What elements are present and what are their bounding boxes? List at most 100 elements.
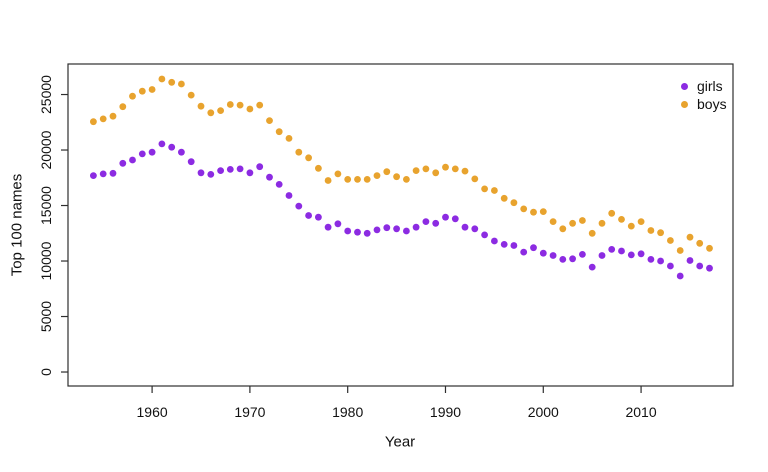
data-point-boys (706, 244, 713, 252)
data-point-girls (197, 169, 205, 177)
data-point-boys (354, 176, 361, 183)
data-point-girls (412, 223, 420, 231)
data-point-boys (334, 170, 342, 178)
data-point-boys (90, 118, 97, 126)
data-point-boys (588, 229, 596, 237)
data-point-girls (667, 262, 674, 270)
data-point-girls (119, 159, 127, 167)
legend-item-girls: girls (681, 79, 727, 93)
data-point-girls (657, 257, 664, 265)
data-point-girls (324, 223, 332, 231)
data-point-girls (109, 169, 117, 177)
x-tick-label: 1970 (234, 404, 265, 420)
data-point-girls (491, 237, 498, 245)
data-point-girls (275, 181, 283, 188)
data-point-girls (676, 272, 684, 280)
data-point-girls (559, 256, 567, 263)
data-point-boys (266, 117, 273, 124)
data-point-boys (373, 172, 381, 180)
y-axis-title: Top 100 names (8, 173, 26, 277)
data-point-girls (696, 262, 704, 270)
data-point-girls (471, 225, 479, 233)
data-point-girls (579, 251, 586, 258)
data-point-girls (383, 224, 391, 232)
y-tick-label: 25000 (38, 75, 54, 114)
data-point-boys (696, 239, 704, 247)
data-point-boys (686, 233, 694, 241)
data-point-girls (236, 165, 244, 173)
data-point-girls (393, 225, 400, 233)
data-point-girls (178, 148, 185, 156)
data-point-girls (217, 167, 225, 175)
data-point-boys (627, 222, 635, 230)
x-tick-label: 1990 (430, 404, 461, 420)
data-point-girls (90, 172, 97, 180)
data-point-girls (637, 250, 645, 258)
data-point-boys (520, 205, 528, 213)
data-point-girls (520, 248, 528, 256)
legend-label-girls: girls (697, 78, 723, 94)
x-tick-label: 1980 (332, 404, 363, 420)
data-point-boys (637, 218, 645, 226)
data-point-girls (608, 246, 616, 253)
data-point-girls (207, 171, 215, 178)
data-point-boys (129, 92, 136, 100)
legend-item-boys: boys (681, 97, 727, 111)
data-point-girls (461, 223, 469, 231)
plot-border (67, 63, 734, 387)
data-point-boys (305, 154, 312, 162)
data-point-girls (500, 241, 508, 248)
y-tick-label: 0 (38, 368, 54, 376)
data-point-boys (530, 208, 537, 216)
data-point-boys (226, 101, 234, 108)
data-point-girls (403, 227, 410, 235)
data-point-boys (432, 169, 440, 177)
data-point-boys (158, 75, 166, 83)
data-point-girls (588, 263, 596, 271)
data-point-girls (539, 249, 547, 257)
data-point-girls (226, 166, 234, 173)
data-point-boys (500, 194, 508, 202)
data-point-girls (530, 244, 537, 252)
data-point-girls (598, 252, 606, 259)
data-point-boys (256, 101, 264, 109)
data-point-girls (256, 163, 264, 171)
data-point-boys (491, 187, 498, 194)
data-point-boys (422, 165, 430, 173)
data-point-boys (363, 176, 371, 183)
data-point-girls (315, 213, 322, 221)
x-tick-label: 2010 (625, 404, 656, 420)
data-point-boys (393, 173, 400, 181)
data-point-boys (549, 218, 557, 226)
data-point-boys (461, 167, 469, 175)
data-point-girls (442, 213, 449, 221)
data-point-boys (178, 80, 185, 88)
y-tick-label: 5000 (38, 301, 54, 332)
data-point-boys (442, 163, 449, 171)
data-point-girls (618, 247, 625, 255)
data-point-boys (168, 78, 176, 86)
data-point-boys (481, 185, 488, 193)
data-point-boys (598, 219, 606, 227)
data-point-boys (676, 247, 684, 254)
data-point-boys (608, 209, 616, 217)
data-point-girls (354, 228, 361, 236)
data-point-boys (315, 164, 322, 172)
data-point-boys (148, 86, 156, 93)
data-point-boys (138, 87, 146, 95)
data-point-girls (373, 226, 381, 234)
y-tick-label: 20000 (38, 130, 54, 169)
boys-point-marker-icon (681, 100, 688, 108)
x-axis-title: Year (384, 433, 416, 451)
data-point-boys (187, 91, 195, 99)
y-tick-label: 10000 (38, 241, 54, 280)
data-point-boys (207, 109, 215, 117)
data-point-girls (647, 256, 655, 263)
data-point-boys (236, 101, 244, 109)
data-point-girls (266, 173, 273, 181)
data-point-girls (158, 140, 166, 148)
data-point-girls (334, 220, 342, 228)
legend: girls boys (681, 79, 727, 111)
